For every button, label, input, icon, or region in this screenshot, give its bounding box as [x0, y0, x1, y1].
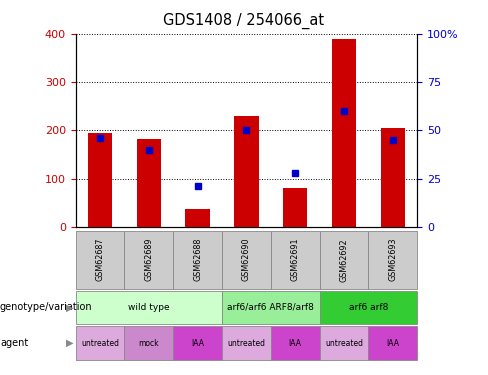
- Text: untreated: untreated: [325, 339, 363, 348]
- Text: ▶: ▶: [66, 303, 73, 312]
- Text: untreated: untreated: [81, 339, 119, 348]
- Text: mock: mock: [139, 339, 159, 348]
- Text: GSM62688: GSM62688: [193, 238, 202, 281]
- Text: ▶: ▶: [66, 338, 73, 348]
- Text: GSM62691: GSM62691: [291, 238, 300, 281]
- Bar: [283, 188, 307, 227]
- Text: wild type: wild type: [128, 303, 170, 312]
- Text: agent: agent: [0, 338, 28, 348]
- Bar: [137, 139, 161, 227]
- Text: IAA: IAA: [386, 339, 399, 348]
- Text: arf6 arf8: arf6 arf8: [349, 303, 388, 312]
- Text: GSM62690: GSM62690: [242, 238, 251, 281]
- Text: GSM62689: GSM62689: [144, 238, 153, 281]
- Text: GSM62692: GSM62692: [340, 238, 348, 282]
- Text: genotype/variation: genotype/variation: [0, 303, 93, 312]
- Text: untreated: untreated: [227, 339, 265, 348]
- Text: IAA: IAA: [191, 339, 204, 348]
- Bar: [381, 128, 405, 227]
- Text: GSM62693: GSM62693: [388, 238, 397, 281]
- Bar: [185, 209, 210, 227]
- Bar: [88, 133, 112, 227]
- Bar: [234, 116, 259, 227]
- Text: GSM62687: GSM62687: [96, 238, 104, 281]
- Text: GDS1408 / 254066_at: GDS1408 / 254066_at: [163, 13, 325, 29]
- Bar: [332, 39, 356, 227]
- Text: IAA: IAA: [289, 339, 302, 348]
- Text: arf6/arf6 ARF8/arf8: arf6/arf6 ARF8/arf8: [227, 303, 314, 312]
